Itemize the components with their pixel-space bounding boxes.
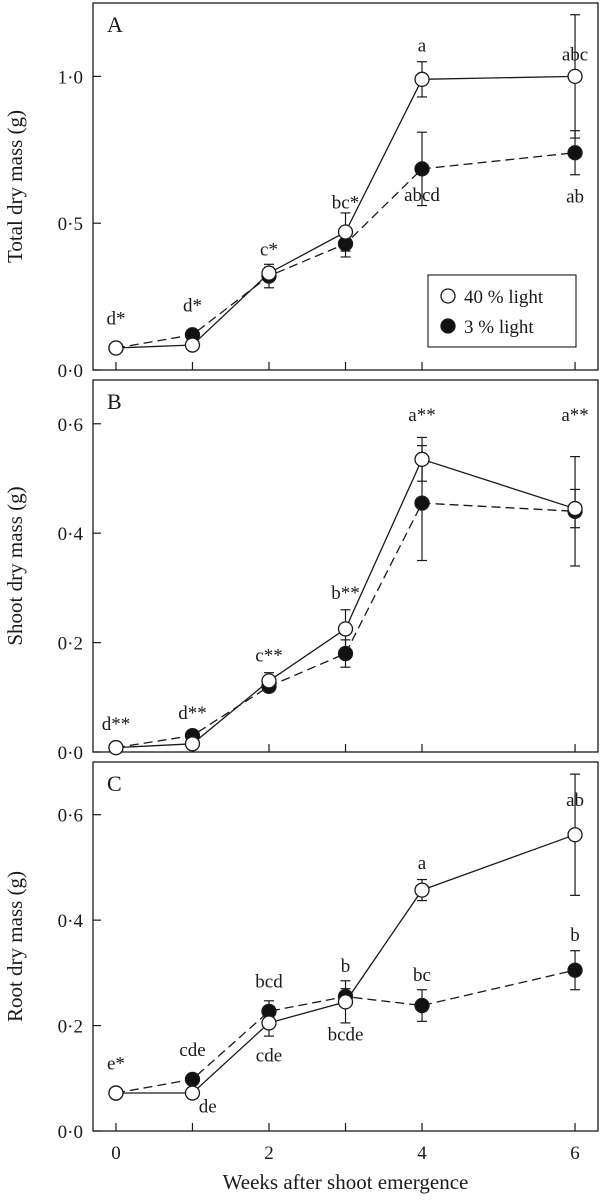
data-point-high-light [567, 827, 583, 843]
significance-label: d* [106, 308, 125, 329]
significance-label: d** [178, 703, 207, 724]
legend-label: 40 % light [464, 287, 544, 308]
data-point-high-light [184, 736, 201, 752]
significance-label: abc [562, 44, 588, 65]
significance-label: bcde [328, 1024, 364, 1045]
significance-label: d** [102, 714, 131, 735]
y-tick-label: 0·0 [58, 1122, 83, 1143]
significance-label: b [341, 956, 351, 977]
series-line-high-light [116, 834, 576, 1094]
y-tick-label: 0·2 [58, 1017, 83, 1038]
significance-label: b** [331, 583, 360, 604]
data-point-low-light [414, 997, 430, 1014]
legend-box [427, 274, 577, 348]
significance-label: d* [183, 295, 202, 316]
data-point-high-light [414, 71, 430, 87]
legend-marker [440, 288, 456, 304]
panel-b: B 0·0 0·2 0·4 0·6 Shoot dry mass (g) d** d** c**… [3, 379, 599, 764]
data-point-high-light [261, 1015, 277, 1031]
panel-a: A 0·0 0·5 1·0 Total dry mass (g) d* d* c* bc* a ab… [3, 2, 599, 382]
significance-label: abcd [404, 185, 440, 206]
x-tick-label: 6 [570, 1143, 580, 1164]
panel-letter: C [107, 771, 122, 796]
y-axis-title: Shoot dry mass (g) [3, 486, 27, 645]
panel-letter: A [107, 12, 123, 37]
x-tick-label: 0 [111, 1143, 121, 1164]
series-line-high-light [115, 458, 576, 749]
data-point-high-light [414, 882, 430, 898]
significance-label: bc [413, 965, 431, 986]
y-tick-label: 0·0 [58, 743, 83, 764]
series-line-low-light [115, 969, 576, 1094]
y-tick-label: 0·4 [58, 911, 84, 932]
significance-label: cde [179, 1040, 205, 1061]
data-point-high-light [184, 1085, 201, 1101]
data-point-low-light [184, 1071, 201, 1087]
y-tick-label: 0·4 [58, 524, 84, 545]
significance-label: a [418, 853, 427, 874]
data-point-high-light [108, 340, 124, 356]
plot-frame [92, 379, 599, 753]
y-axis-title: Total dry mass (g) [3, 110, 27, 263]
series-line-high-light [115, 75, 576, 349]
significance-label: a** [561, 405, 588, 426]
y-tick-label: 0·0 [58, 361, 83, 382]
data-point-high-light [567, 500, 583, 517]
legend-marker [440, 318, 456, 334]
y-tick-label: 0·5 [58, 214, 83, 235]
data-point-low-light [414, 161, 430, 177]
data-point-high-light [337, 621, 354, 637]
panel-letter: B [107, 389, 122, 414]
significance-label: a [418, 35, 427, 56]
data-point-high-light [184, 337, 201, 353]
data-point-low-light [567, 145, 583, 161]
data-point-low-light [337, 645, 354, 662]
significance-label: e* [107, 1053, 125, 1074]
plot-frame [92, 761, 599, 1132]
data-point-high-light [337, 224, 354, 240]
x-tick-label: 4 [417, 1143, 427, 1164]
data-point-high-light [567, 68, 583, 85]
data-point-high-light [108, 739, 124, 756]
series-line-low-light [115, 152, 576, 349]
significance-label: b [570, 925, 580, 946]
x-tick-label: 2 [264, 1143, 274, 1164]
y-tick-label: 0·6 [58, 415, 83, 436]
data-point-high-light [261, 673, 277, 689]
data-point-low-light [414, 495, 430, 511]
significance-label: de [199, 1097, 217, 1118]
y-tick-label: 0·2 [58, 634, 83, 655]
data-point-high-light [108, 1085, 124, 1101]
series-line-low-light [115, 502, 576, 749]
significance-label: c** [255, 646, 282, 667]
significance-label: cde [256, 1045, 282, 1066]
data-point-low-light [567, 962, 583, 978]
significance-label: c* [260, 239, 278, 260]
x-axis-title: Weeks after shoot emergence [223, 1170, 469, 1194]
significance-label: bc* [332, 193, 359, 214]
significance-label: ab [566, 187, 584, 208]
legend-label: 3 % light [464, 317, 534, 338]
data-point-high-light [337, 994, 354, 1010]
data-point-high-light [414, 451, 430, 467]
significance-label: bcd [255, 972, 283, 993]
y-tick-label: 0·6 [58, 806, 83, 827]
y-axis-title: Root dry mass (g) [3, 871, 27, 1022]
shared-x-axis: 0 2 4 6 Weeks after shoot emergence [111, 1143, 580, 1194]
significance-label: a** [408, 405, 435, 426]
data-point-high-light [261, 265, 277, 281]
y-tick-label: 1·0 [58, 67, 83, 88]
significance-label: ab [566, 790, 584, 811]
